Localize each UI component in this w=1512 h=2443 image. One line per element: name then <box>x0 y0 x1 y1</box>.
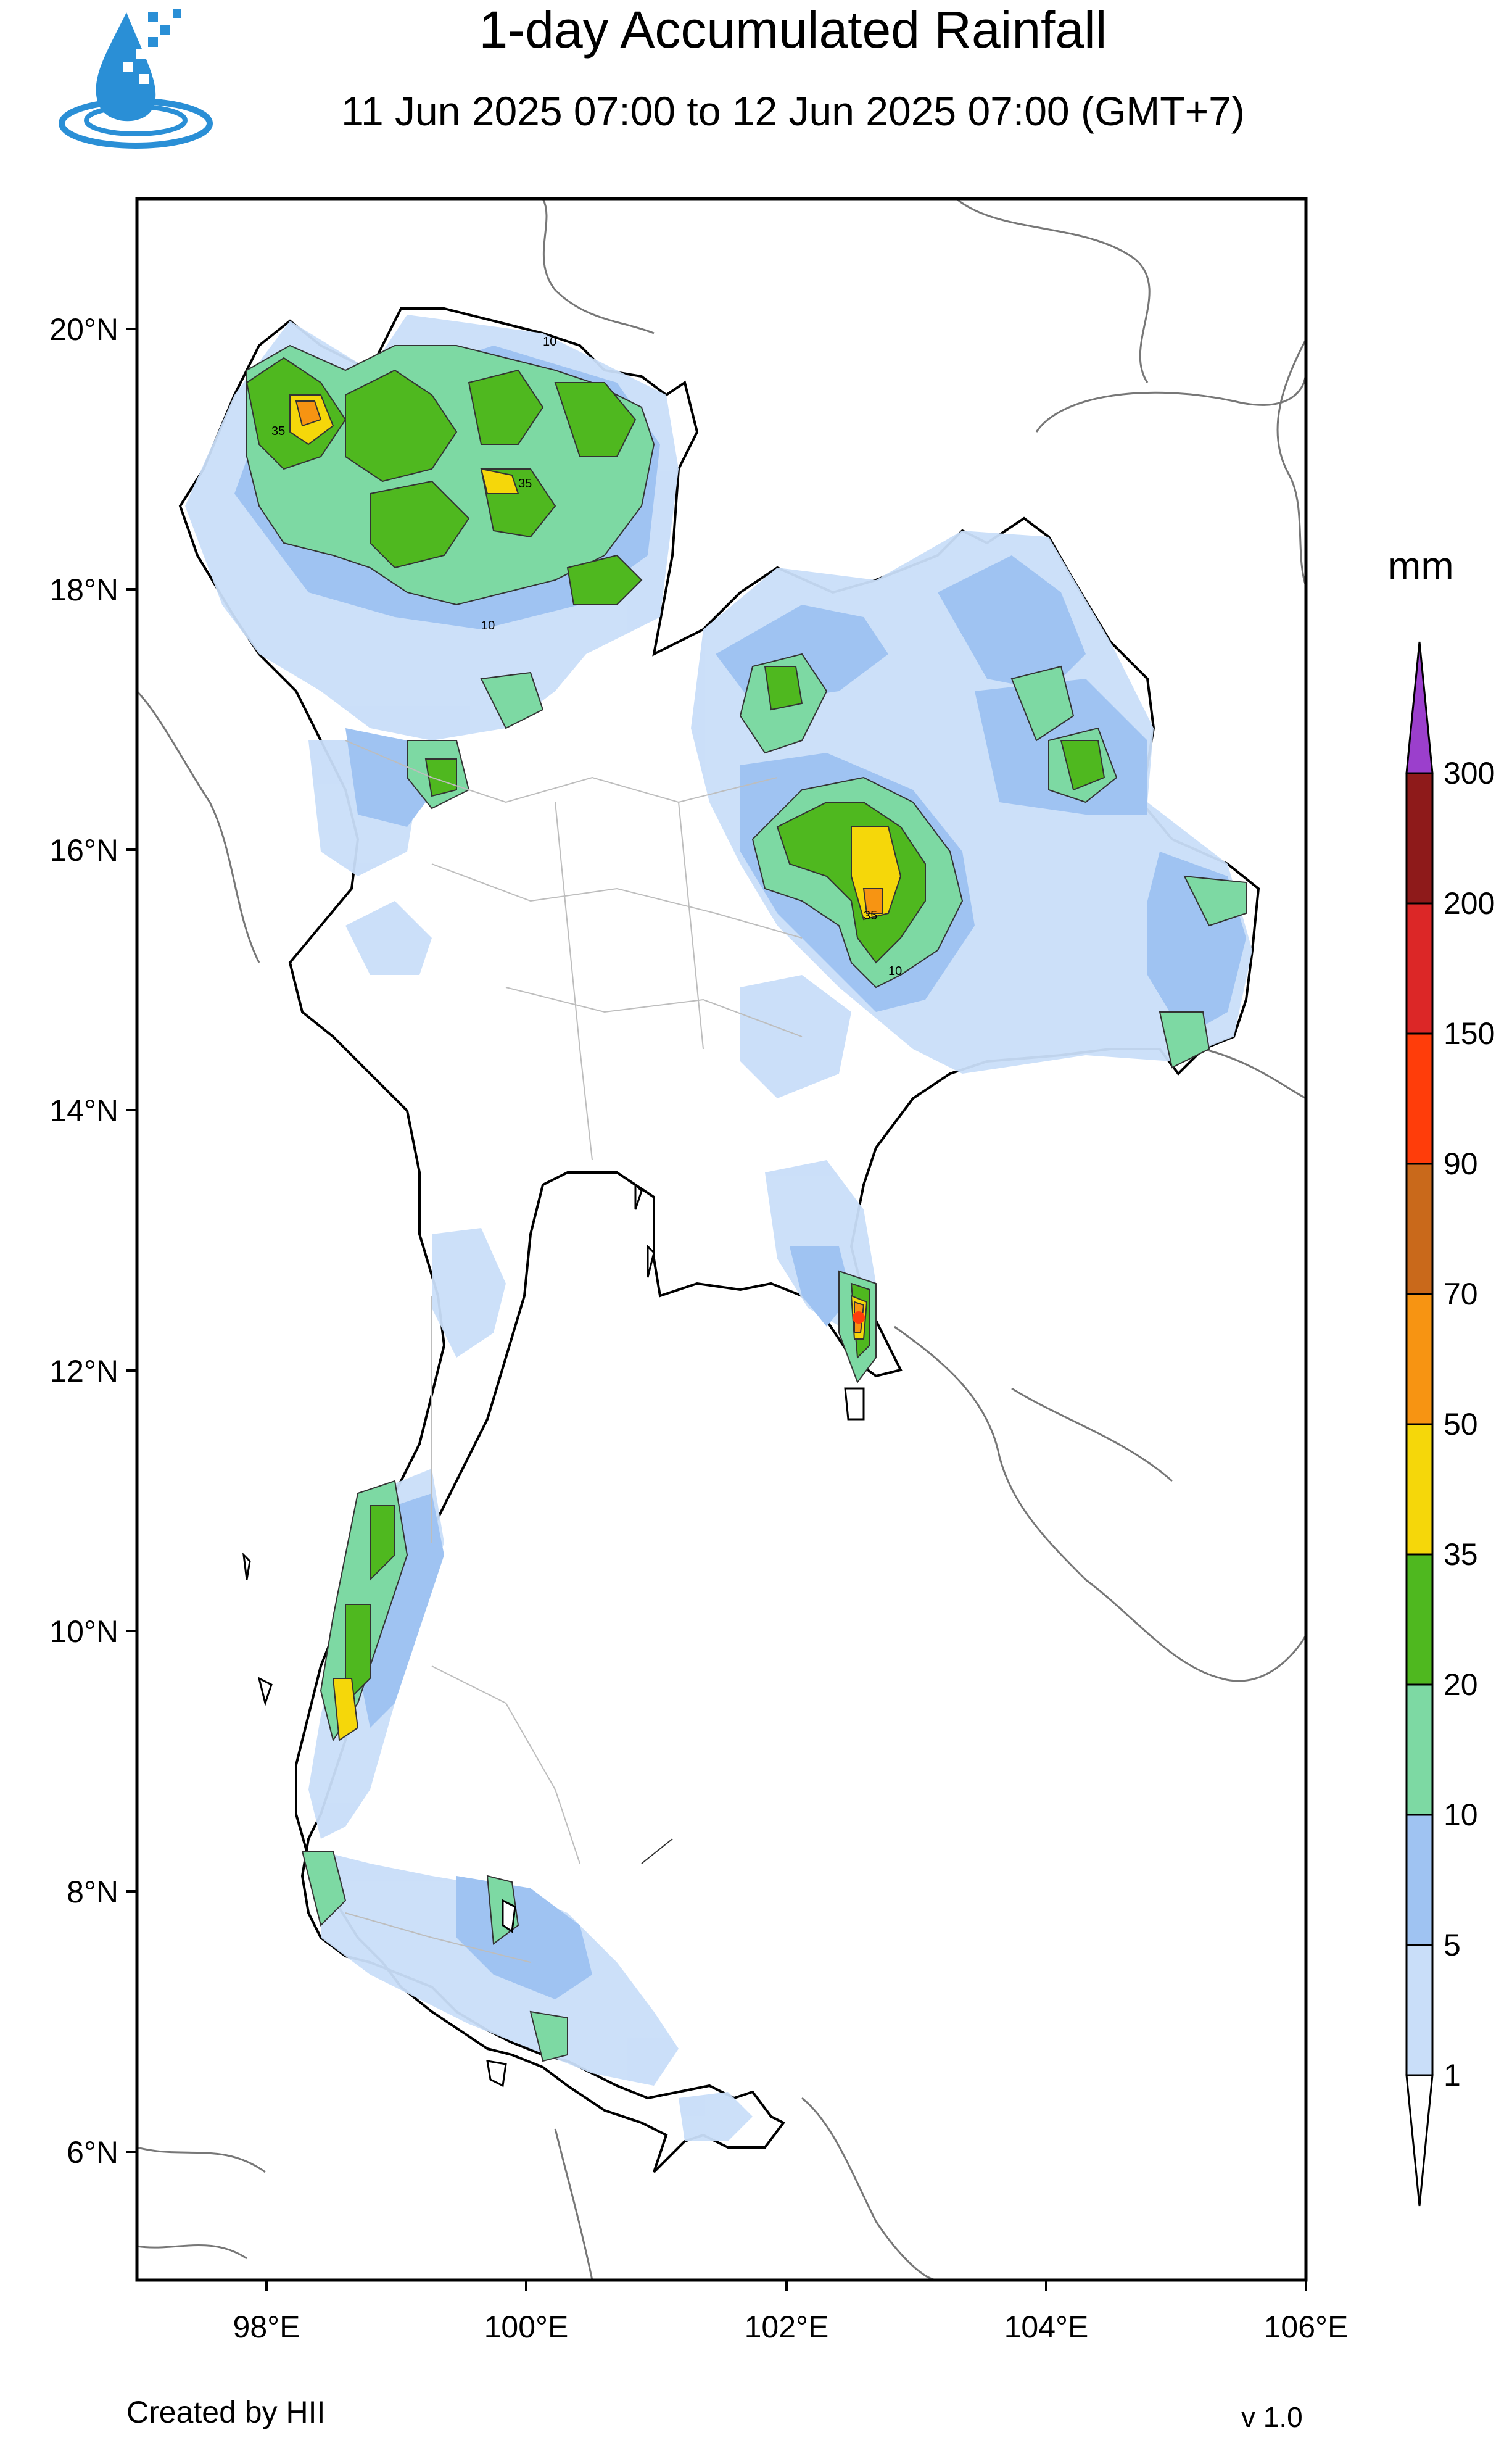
colorbar-label: 20 <box>1444 1667 1478 1702</box>
lat-label: 10°N <box>49 1614 118 1649</box>
colorbar-label: 150 <box>1444 1016 1495 1051</box>
credit-text: Created by HII <box>126 2395 326 2429</box>
contour-label: 10 <box>481 619 495 633</box>
map-content: 10 35 10 35 10 35 <box>137 199 1306 2280</box>
colorbar-label: 70 <box>1444 1277 1478 1311</box>
colorbar-swatch <box>1405 1032 1434 1165</box>
contour-label: 35 <box>864 909 877 923</box>
latitude-axis: 20°N 18°N 16°N 14°N 12°N 10°N 8°N 6°N <box>49 312 137 2170</box>
contour-labels: 10 35 10 35 10 35 <box>271 335 902 978</box>
lat-label: 20°N <box>49 312 118 347</box>
map-title: 1-day Accumulated Rainfall <box>479 1 1107 59</box>
lon-label: 98°E <box>233 2310 300 2344</box>
colorbar-label: 35 <box>1444 1537 1478 1572</box>
colorbar-swatch <box>1405 1423 1434 1556</box>
contour-label: 35 <box>518 477 532 491</box>
map-subtitle: 11 Jun 2025 07:00 to 12 Jun 2025 07:00 (… <box>341 88 1245 134</box>
colorbar-label: 200 <box>1444 886 1495 921</box>
colorbar-top-arrow <box>1405 641 1434 774</box>
map-frame <box>135 197 1308 2282</box>
rainfall-90mm-layer <box>853 1311 865 1324</box>
colorbar: 1 5 10 20 35 50 70 90 150 200 300 <box>1405 641 1495 2207</box>
lat-label: 6°N <box>67 2135 118 2170</box>
lat-label: 8°N <box>67 1875 118 1909</box>
colorbar-swatch <box>1405 772 1434 905</box>
colorbar-label: 10 <box>1444 1798 1478 1832</box>
version-text: v 1.0 <box>1241 2401 1303 2433</box>
contour-label: 10 <box>543 335 556 349</box>
colorbar-unit: mm <box>1388 544 1454 588</box>
contour-label: 10 <box>888 964 902 978</box>
colorbar-bottom-arrow <box>1405 2074 1434 2207</box>
lat-label: 14°N <box>49 1093 118 1128</box>
province-borders <box>345 740 803 1963</box>
colorbar-label: 1 <box>1444 2058 1461 2093</box>
contour-label: 35 <box>271 425 285 438</box>
colorbar-label: 90 <box>1444 1147 1478 1181</box>
islands <box>242 1182 865 2088</box>
longitude-axis: 98°E 100°E 102°E 104°E 106°E <box>233 2280 1349 2344</box>
colorbar-swatch <box>1405 1944 1434 2076</box>
colorbar-label: 50 <box>1444 1407 1478 1441</box>
water-drop-logo-icon <box>59 9 213 149</box>
lat-label: 12°N <box>49 1354 118 1388</box>
lon-label: 104°E <box>1004 2310 1089 2344</box>
colorbar-swatch <box>1405 1163 1434 1295</box>
colorbar-swatch <box>1405 1293 1434 1425</box>
colorbar-swatch <box>1405 902 1434 1035</box>
rainfall-35mm-layer <box>289 394 902 1741</box>
neighbor-borders <box>137 199 1306 2280</box>
colorbar-swatch <box>1405 1814 1434 1946</box>
colorbar-swatch <box>1405 1553 1434 1686</box>
lon-label: 100°E <box>484 2310 569 2344</box>
lat-label: 18°N <box>49 573 118 607</box>
lon-label: 102°E <box>745 2310 829 2344</box>
colorbar-swatch <box>1405 1683 1434 1816</box>
lon-label: 106°E <box>1264 2310 1349 2344</box>
colorbar-label: 300 <box>1444 756 1495 790</box>
colorbar-label: 5 <box>1444 1928 1461 1962</box>
lat-label: 16°N <box>49 833 118 868</box>
